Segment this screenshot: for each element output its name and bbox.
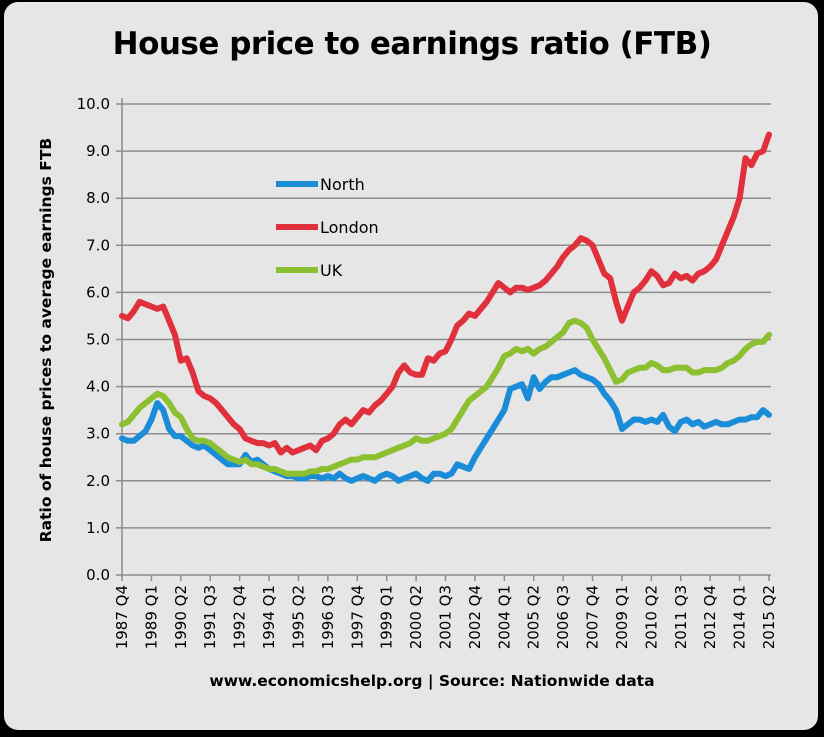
x-tick-label: 2012 Q4 [701, 585, 719, 649]
y-tick-label: 0.0 [86, 566, 110, 584]
x-tick-label: 2009 Q1 [613, 585, 631, 649]
x-tick-label: 1999 Q1 [378, 585, 396, 649]
x-tick-label: 2001 Q3 [437, 585, 455, 649]
x-tick-label: 2015 Q2 [760, 585, 778, 649]
x-tick-label: 2014 Q1 [731, 585, 749, 649]
x-tick-label: 1991 Q3 [201, 585, 219, 649]
x-tick-label: 1996 Q3 [319, 585, 337, 649]
y-tick-label: 8.0 [86, 189, 110, 207]
y-tick-label: 10.0 [77, 95, 110, 113]
x-tick-label: 1992 Q4 [231, 585, 249, 649]
x-tick-label: 1987 Q4 [113, 585, 131, 649]
x-tick-label: 2005 Q2 [525, 585, 543, 649]
y-tick-label: 5.0 [86, 331, 110, 349]
x-tick-label: 1990 Q2 [172, 585, 190, 649]
y-tick-label: 6.0 [86, 283, 110, 301]
legend-label-london: London [320, 218, 379, 237]
x-tick-label: 1997 Q4 [348, 585, 366, 649]
y-tick-label: 9.0 [86, 142, 110, 160]
series-line-uk [119, 317, 772, 477]
series-line-north [119, 367, 772, 484]
y-tick-label: 3.0 [86, 425, 110, 443]
x-tick-label: 2000 Q2 [407, 585, 425, 649]
legend-label-uk: UK [320, 261, 343, 280]
x-tick-label: 2002 Q4 [466, 585, 484, 649]
x-tick-label: 2004 Q1 [495, 585, 513, 649]
x-tick-label: 1995 Q2 [289, 585, 307, 649]
chart-title: House price to earnings ratio (FTB) [112, 26, 712, 62]
y-tick-label: 2.0 [86, 472, 110, 490]
x-tick-label: 2007 Q4 [584, 585, 602, 649]
y-tick-label: 7.0 [86, 236, 110, 254]
y-tick-label: 4.0 [86, 378, 110, 396]
y-tick-label: 1.0 [86, 519, 110, 537]
x-tick-label: 2011 Q3 [672, 585, 690, 649]
legend-label-north: North [320, 175, 365, 194]
x-tick-label: 2010 Q2 [642, 585, 660, 649]
x-tick-label: 1994 Q1 [260, 585, 278, 649]
series-line-london [119, 131, 772, 456]
x-tick-label: 2006 Q3 [554, 585, 572, 649]
x-tick-label: 1989 Q1 [142, 585, 160, 649]
chart-footer: www.economicshelp.org | Source: Nationwi… [209, 672, 655, 690]
